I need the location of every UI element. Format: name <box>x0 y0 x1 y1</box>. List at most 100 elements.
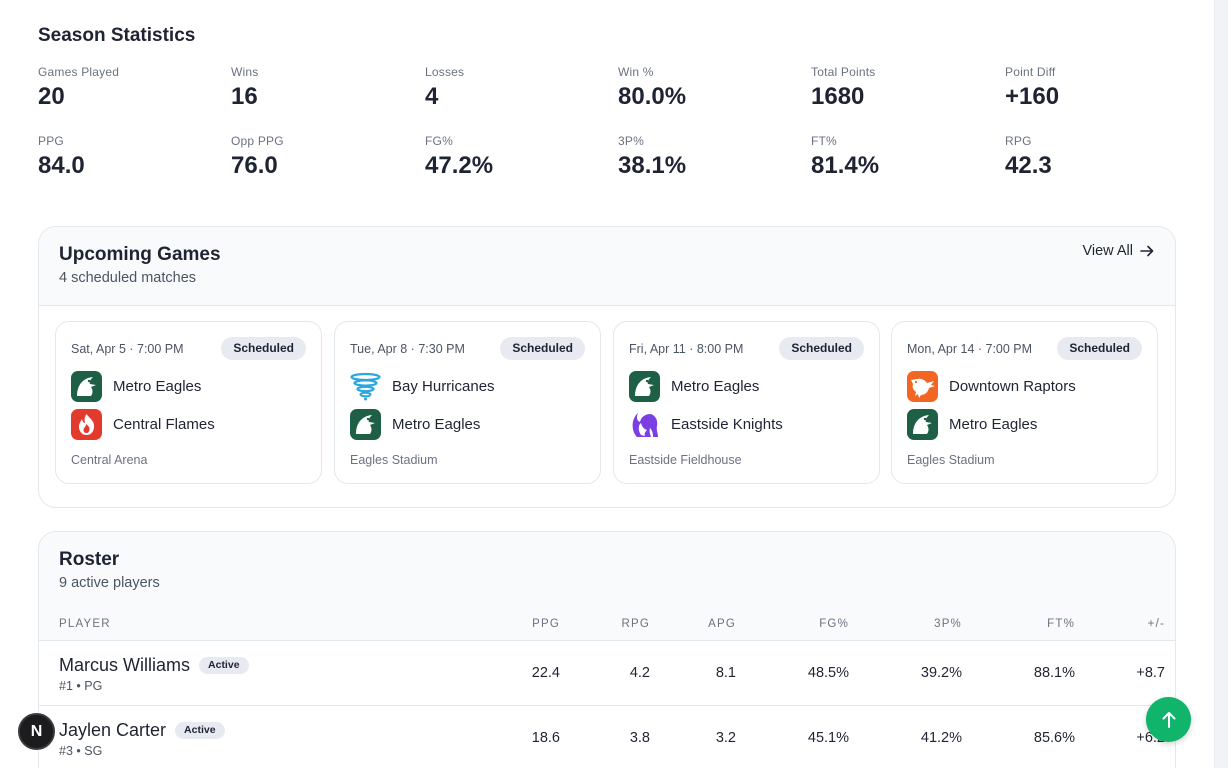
table-row[interactable]: Jaylen Carter Active #3 • SG 18.6 3.8 3.… <box>39 706 1175 768</box>
stat-label: Total Points <box>811 65 876 79</box>
upcoming-games-panel: Upcoming Games 4 scheduled matches View … <box>38 226 1176 508</box>
table-row[interactable]: Marcus Williams Active #1 • PG 22.4 4.2 … <box>39 641 1175 706</box>
roster-title: Roster <box>59 549 120 570</box>
upcoming-games-subtitle: 4 scheduled matches <box>59 270 197 286</box>
cell-ft: 88.1% <box>1033 665 1075 681</box>
team-name: Metro Eagles <box>113 378 202 395</box>
team-row-away: Metro Eagles <box>350 409 480 440</box>
team-row-away: Metro Eagles <box>907 409 1037 440</box>
scroll-to-top-button[interactable] <box>1146 697 1191 742</box>
venue-label: Central Arena <box>71 453 148 467</box>
game-card[interactable]: Mon, Apr 14 · 7:00 PM Scheduled Downtown… <box>891 321 1158 484</box>
status-badge: Scheduled <box>500 337 585 360</box>
team-name: Eastside Knights <box>671 416 783 433</box>
game-card[interactable]: Tue, Apr 8 · 7:30 PM Scheduled Bay Hurri… <box>334 321 601 484</box>
game-date: Sat, Apr 5 · 7:00 PM <box>71 342 184 356</box>
team-name: Metro Eagles <box>949 416 1038 433</box>
stat-value: 4 <box>425 83 439 110</box>
stat-value: 16 <box>231 83 258 110</box>
season-stats-title: Season Statistics <box>38 25 196 46</box>
venue-label: Eagles Stadium <box>907 453 995 467</box>
column-header-rpg[interactable]: RPG <box>621 618 650 630</box>
stat-value: 81.4% <box>811 152 880 179</box>
stat-wins: Wins 16 <box>231 65 421 111</box>
stat-opp-ppg: Opp PPG 76.0 <box>231 134 421 180</box>
player-name: Jaylen Carter <box>59 720 167 740</box>
raptor-logo-icon <box>907 371 938 402</box>
column-header-ppg[interactable]: PPG <box>532 618 560 630</box>
status-badge: Active <box>175 722 225 739</box>
stat-3p-pct: 3P% 38.1% <box>618 134 808 180</box>
game-date: Fri, Apr 11 · 8:00 PM <box>629 342 744 356</box>
player-name: Marcus Williams <box>59 655 191 675</box>
stat-rpg: RPG 42.3 <box>1005 134 1195 180</box>
stat-value: 1680 <box>811 83 865 110</box>
column-header-apg[interactable]: APG <box>708 618 736 630</box>
eagle-logo-icon <box>71 371 102 402</box>
column-header-player[interactable]: PLAYER <box>59 618 111 630</box>
stat-value: 20 <box>38 83 65 110</box>
game-date: Mon, Apr 14 · 7:00 PM <box>907 342 1033 356</box>
team-row-home: Downtown Raptors <box>907 371 1076 402</box>
eagle-logo-icon <box>629 371 660 402</box>
status-badge: Active <box>199 657 249 674</box>
upcoming-games-title: Upcoming Games <box>59 244 221 265</box>
game-card[interactable]: Fri, Apr 11 · 8:00 PM Scheduled Metro Ea… <box>613 321 880 484</box>
arrow-up-icon <box>1162 711 1175 728</box>
cell-rpg: 4.2 <box>629 665 650 681</box>
stat-value: 84.0 <box>38 152 85 179</box>
stat-losses: Losses 4 <box>425 65 615 111</box>
roster-header: Roster 9 active players <box>39 532 1175 610</box>
game-date: Tue, Apr 8 · 7:30 PM <box>350 342 465 356</box>
team-name: Metro Eagles <box>392 416 481 433</box>
game-card[interactable]: Sat, Apr 5 · 7:00 PM Scheduled Metro Eag… <box>55 321 322 484</box>
stat-value: 47.2% <box>425 152 494 179</box>
eagle-logo-icon <box>907 409 938 440</box>
stat-label: Point Diff <box>1005 65 1056 79</box>
stat-value: +160 <box>1005 83 1060 110</box>
cell-ft: 85.6% <box>1033 730 1075 746</box>
cell-ppg: 22.4 <box>531 665 560 681</box>
column-header-3p[interactable]: 3P% <box>934 618 962 630</box>
team-row-home: Bay Hurricanes <box>350 371 495 402</box>
stat-ft-pct: FT% 81.4% <box>811 134 1001 180</box>
stat-win-pct: Win % 80.0% <box>618 65 808 111</box>
cell-plus-minus: +8.7 <box>1136 665 1165 681</box>
column-header-ft[interactable]: FT% <box>1047 618 1075 630</box>
column-header-fg[interactable]: FG% <box>819 618 849 630</box>
n-logo-badge[interactable]: N <box>18 713 55 750</box>
player-meta: #3 • SG <box>59 744 103 758</box>
stat-games-played: Games Played 20 <box>38 65 228 111</box>
stat-ppg: PPG 84.0 <box>38 134 228 180</box>
stat-label: Losses <box>425 65 465 79</box>
status-badge: Scheduled <box>779 337 864 360</box>
column-header-plus-minus[interactable]: +/- <box>1147 618 1165 630</box>
stat-label: PPG <box>38 134 64 148</box>
cell-3p: 39.2% <box>920 665 962 681</box>
player-meta: #1 • PG <box>59 679 103 693</box>
player-name-cell: Marcus Williams Active <box>59 655 249 676</box>
stat-label: Wins <box>231 65 259 79</box>
team-name: Central Flames <box>113 416 215 433</box>
upcoming-games-header: Upcoming Games 4 scheduled matches View … <box>39 227 1175 306</box>
stat-value: 38.1% <box>618 152 687 179</box>
cell-apg: 3.2 <box>715 730 736 746</box>
cell-3p: 41.2% <box>920 730 962 746</box>
stat-total-points: Total Points 1680 <box>811 65 1001 111</box>
stat-label: Opp PPG <box>231 134 284 148</box>
table-header-row: PLAYER PPG RPG APG FG% 3P% FT% +/- <box>39 609 1175 641</box>
cell-fg: 45.1% <box>807 730 849 746</box>
player-name-cell: Jaylen Carter Active <box>59 720 225 741</box>
team-name: Bay Hurricanes <box>392 378 495 395</box>
stat-fg-pct: FG% 47.2% <box>425 134 615 180</box>
stat-label: FG% <box>425 134 453 148</box>
team-name: Downtown Raptors <box>949 378 1076 395</box>
stat-label: FT% <box>811 134 837 148</box>
stat-value: 76.0 <box>231 152 278 179</box>
stat-label: 3P% <box>618 134 644 148</box>
venue-label: Eastside Fieldhouse <box>629 453 742 467</box>
view-all-link[interactable]: View All <box>1082 243 1155 259</box>
page-scrollbar[interactable] <box>1214 0 1228 768</box>
cell-ppg: 18.6 <box>531 730 560 746</box>
stat-label: Win % <box>618 65 654 79</box>
